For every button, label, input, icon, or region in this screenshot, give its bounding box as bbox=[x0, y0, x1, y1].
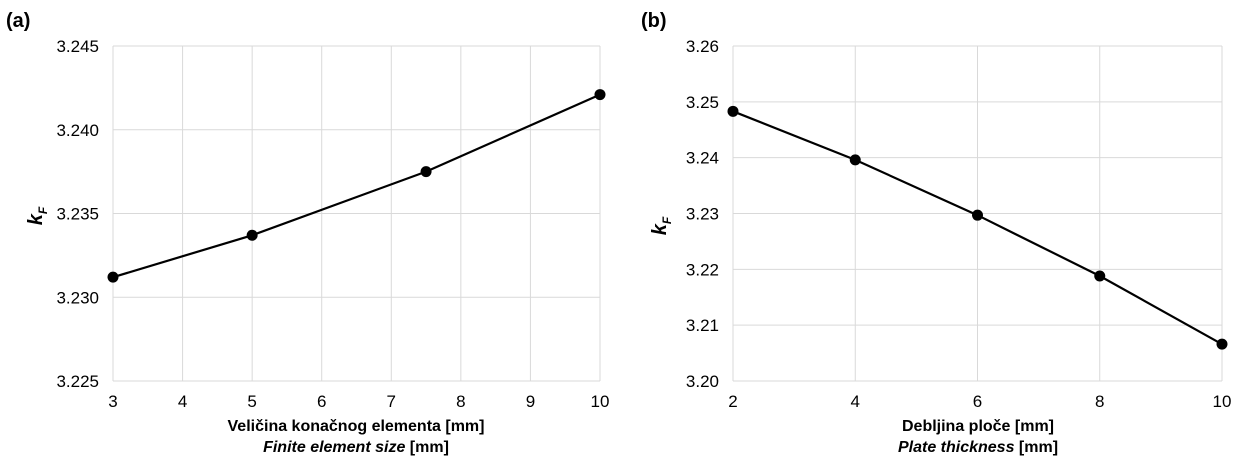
chart-a-points bbox=[107, 89, 606, 283]
chart-a-grid bbox=[112, 45, 601, 382]
chart-a-y-tick-label: 3.225 bbox=[56, 372, 99, 391]
chart-b-y-tick-label: 3.21 bbox=[686, 316, 719, 335]
chart-b-x-label-line2: Plate thickness [mm] bbox=[898, 439, 1058, 456]
chart-a-data-point bbox=[594, 89, 606, 101]
chart-b-points bbox=[727, 105, 1228, 350]
chart-a-x-label-line2: Finite element size [mm] bbox=[263, 439, 449, 456]
chart-a-y-tick-label: 3.240 bbox=[56, 121, 99, 140]
chart-a-y-tick-label: 3.245 bbox=[56, 37, 99, 56]
chart-a-data-point bbox=[107, 271, 119, 283]
chart-b: (b) 3.203.213.223.233.243.253.26 2 4 6 8 10 … bbox=[641, 10, 1231, 456]
chart-a-y-tick-label: 3.230 bbox=[56, 288, 99, 307]
chart-b-x-tick-label: 10 bbox=[1213, 392, 1232, 411]
chart-b-y-tick-label: 3.24 bbox=[686, 149, 719, 168]
chart-a-y-label-main: k bbox=[25, 213, 47, 225]
chart-a-x-ticks: 3 4 5 6 7 8 9 10 bbox=[108, 392, 609, 411]
chart-b-x-label-unit: [mm] bbox=[1014, 439, 1058, 456]
chart-b-data-point bbox=[849, 154, 861, 166]
chart-a-x-tick-label: 8 bbox=[456, 392, 465, 411]
chart-b-y-label-sub: F bbox=[660, 216, 674, 224]
chart-b-x-tick-label: 6 bbox=[973, 392, 982, 411]
chart-b-x-label-line1: Debljina ploče [mm] bbox=[902, 418, 1054, 435]
chart-a-x-tick-label: 7 bbox=[387, 392, 396, 411]
chart-b-data-point bbox=[1216, 338, 1228, 350]
chart-a-y-ticks: 3.225 3.230 3.235 3.240 3.245 bbox=[56, 37, 99, 391]
chart-a-data-point bbox=[420, 166, 432, 178]
chart-b-x-label-italic: Plate thickness bbox=[898, 439, 1015, 456]
chart-a-series-line bbox=[112, 93, 601, 279]
chart-a-y-label-sub: F bbox=[36, 206, 50, 214]
chart-b-data-point bbox=[1094, 270, 1106, 282]
chart-b-y-tick-label: 3.26 bbox=[686, 37, 719, 56]
chart-a-x-tick-label: 10 bbox=[591, 392, 610, 411]
chart-a-x-label-unit: [mm] bbox=[405, 439, 449, 456]
chart-b-x-tick-label: 4 bbox=[851, 392, 860, 411]
chart-b-y-ticks: 3.20 3.21 3.22 3.23 3.24 3.25 3.26 bbox=[686, 37, 719, 391]
chart-a-x-tick-label: 9 bbox=[526, 392, 535, 411]
chart-a-x-tick-label: 4 bbox=[178, 392, 187, 411]
chart-a-x-tick-label: 5 bbox=[247, 392, 256, 411]
chart-b-y-axis-label: kF bbox=[649, 216, 674, 235]
chart-b-x-ticks: 2 4 6 8 10 bbox=[728, 392, 1231, 411]
chart-b-data-point bbox=[972, 209, 983, 221]
chart-b-y-tick-label: 3.20 bbox=[686, 372, 719, 391]
chart-b-x-tick-label: 8 bbox=[1095, 392, 1104, 411]
chart-a-x-label-line1: Veličina konačnog elementa [mm] bbox=[228, 418, 485, 435]
chart-a-y-axis-label: kF bbox=[25, 206, 50, 225]
chart-a-x-tick-label: 6 bbox=[317, 392, 326, 411]
chart-a-y-tick-label: 3.235 bbox=[56, 205, 99, 224]
chart-b-x-tick-label: 2 bbox=[728, 392, 737, 411]
chart-b-y-tick-label: 3.23 bbox=[686, 205, 719, 224]
chart-b-data-point bbox=[727, 105, 739, 117]
chart-a-x-tick-label: 3 bbox=[108, 392, 117, 411]
panel-label-a: (a) bbox=[6, 10, 30, 32]
panel-label-b: (b) bbox=[641, 10, 667, 32]
chart-b-grid bbox=[732, 45, 1223, 382]
chart-b-y-tick-label: 3.25 bbox=[686, 93, 719, 112]
chart-a-data-point bbox=[246, 229, 258, 241]
chart-b-y-label-main: k bbox=[649, 223, 671, 235]
chart-a-x-label-italic: Finite element size bbox=[263, 439, 405, 456]
chart-b-y-tick-label: 3.22 bbox=[686, 260, 719, 279]
